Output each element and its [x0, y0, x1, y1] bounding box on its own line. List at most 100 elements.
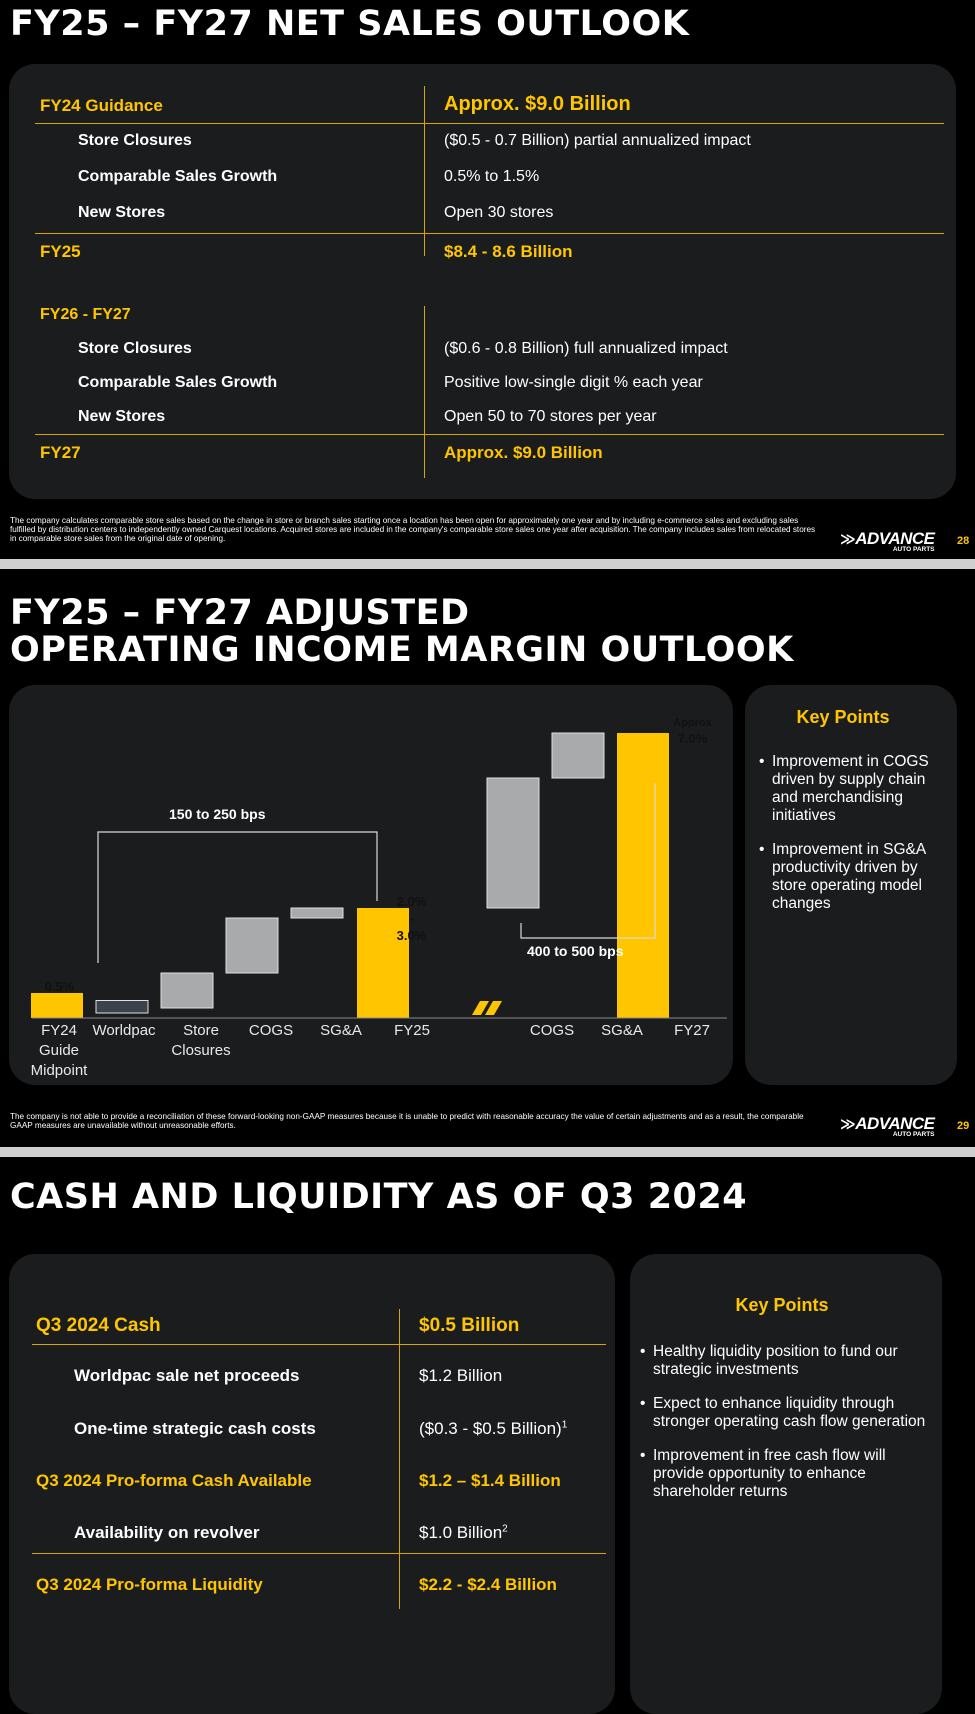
key-points-list: Healthy liquidity position to fund our s…: [640, 1343, 930, 1517]
row-label: Store Closures: [78, 132, 192, 149]
footnote-marker: 1: [561, 1419, 568, 1431]
slide-operating-margin-outlook: FY25 – FY27 ADJUSTED OPERATING INCOME MA…: [0, 569, 975, 1147]
advance-logo: ≫ADVANCE AUTO PARTS: [840, 1114, 935, 1138]
waterfall-chart: [31, 732, 727, 1019]
logo-mark-icon: ≫: [840, 531, 856, 548]
data-label-fy25-line: 3.0%: [396, 928, 427, 943]
page-number: 28: [957, 535, 970, 547]
logo-subtext: AUTO PARTS: [892, 1131, 935, 1138]
bracket1-label: 150 to 250 bps: [169, 806, 266, 822]
logo-text: ADVANCE: [855, 1114, 935, 1133]
logo-mark-icon: ≫: [840, 1116, 856, 1133]
axis-break-icon-part: [485, 1001, 502, 1015]
slide-separator: [0, 559, 975, 569]
footnote-marker: 2: [502, 1523, 508, 1535]
row-label: New Stores: [78, 408, 166, 425]
bracket-150-250: [97, 831, 378, 963]
x-tick-label: FY25: [377, 1021, 447, 1041]
row-divider: [32, 1553, 606, 1554]
row-divider: [35, 123, 944, 124]
data-label-fy27-line: 7.0%: [677, 731, 708, 746]
x-tick-label: SG&A: [587, 1021, 657, 1041]
data-label-fy24-text: 0.5%: [44, 979, 75, 994]
row-label: Worldpac sale net proceeds: [74, 1366, 300, 1385]
bracket-400-500: [520, 783, 656, 939]
row-value: Approx. $9.0 Billion: [444, 443, 603, 462]
row-label: FY26 - FY27: [40, 306, 131, 323]
logo-text: ADVANCE: [855, 529, 935, 548]
row-divider: [35, 233, 944, 234]
key-point-item: Healthy liquidity position to fund our s…: [640, 1343, 930, 1379]
net-sales-panel: FY24 Guidance Approx. $9.0 Billion Store…: [9, 64, 956, 499]
slide-title: FY25 – FY27 NET SALES OUTLOOK: [10, 4, 690, 44]
key-points-panel: Key Points Healthy liquidity position to…: [630, 1254, 942, 1714]
logo-subtext: AUTO PARTS: [892, 546, 935, 553]
row-value: $1.0 Billion2: [419, 1523, 508, 1543]
row-value: 0.5% to 1.5%: [444, 168, 540, 185]
x-tick-label: FY24 Guide Midpoint: [24, 1021, 94, 1081]
data-label-fy25-line: 2.0%: [396, 894, 427, 909]
key-points-title: Key Points: [796, 707, 890, 727]
bar-fy27: [617, 733, 669, 1018]
slide-title-line2: OPERATING INCOME MARGIN OUTLOOK: [10, 630, 794, 670]
x-tick-line: SG&A: [601, 1022, 643, 1039]
slide-separator: [0, 1147, 975, 1157]
row-value: $8.4 - 8.6 Billion: [444, 242, 573, 261]
x-tick-line: COGS: [529, 1022, 575, 1039]
slide-title-line1: FY25 – FY27 ADJUSTED: [10, 593, 470, 633]
x-tick-label: Worldpac: [89, 1021, 159, 1041]
slide-cash-liquidity: CASH AND LIQUIDITY AS OF Q3 2024 Q3 2024…: [0, 1157, 975, 1714]
x-tick-line: COGS: [248, 1022, 294, 1039]
row-label: FY27: [40, 443, 81, 462]
x-tick-label: COGS: [517, 1021, 587, 1041]
row-label: Comparable Sales Growth: [78, 374, 278, 391]
column-divider: [399, 1309, 400, 1609]
row-label: One-time strategic cash costs: [74, 1419, 316, 1438]
row-value-text: $1.0 Billion: [419, 1523, 503, 1542]
page-number: 29: [957, 1120, 970, 1132]
row-label: FY25: [40, 242, 81, 261]
x-tick-label: SG&A: [306, 1021, 376, 1041]
key-point-item: Improvement in free cash flow will provi…: [640, 1447, 930, 1501]
cash-liquidity-panel: Q3 2024 Cash $0.5 Billion Worldpac sale …: [9, 1254, 615, 1714]
key-points-list: Improvement in COGS driven by supply cha…: [759, 753, 949, 929]
data-label-fy27-line: Approx: [673, 717, 712, 729]
data-label-fy25-line: -: [409, 911, 414, 926]
x-tick-line: Midpoint: [30, 1062, 88, 1079]
bar-fy24-guide-midpoint: [31, 993, 83, 1018]
row-value: ($0.5 - 0.7 Billion) partial annualized …: [444, 132, 751, 149]
row-label: Q3 2024 Pro-forma Cash Available: [36, 1471, 312, 1490]
axis-break-icon: [472, 1001, 489, 1015]
x-tick-line: FY25: [394, 1022, 430, 1039]
slide-title: CASH AND LIQUIDITY AS OF Q3 2024: [10, 1177, 748, 1217]
row-label: Store Closures: [78, 340, 192, 357]
key-points-title: Key Points: [735, 1295, 829, 1315]
row-label: FY24 Guidance: [40, 96, 163, 115]
row-value: $0.5 Billion: [419, 1315, 520, 1336]
x-tick-line: Worldpac: [92, 1022, 156, 1039]
x-tick-line: FY27: [674, 1022, 710, 1039]
x-tick-line: Guide: [38, 1042, 80, 1059]
bar-fy25: [357, 908, 409, 1018]
column-divider-gap: [424, 256, 425, 306]
x-tick-line: Closures: [171, 1042, 231, 1059]
row-label: New Stores: [78, 204, 166, 221]
key-point-item: Improvement in COGS driven by supply cha…: [759, 753, 949, 825]
row-label: Availability on revolver: [74, 1523, 260, 1542]
x-tick-line: SG&A: [320, 1022, 362, 1039]
footnote: The company calculates comparable store …: [10, 516, 816, 543]
row-value: $2.2 - $2.4 Billion: [419, 1575, 557, 1594]
row-value: Open 30 stores: [444, 204, 554, 221]
row-value: ($0.6 - 0.8 Billion) full annualized imp…: [444, 340, 728, 357]
data-label-fy25: 2.0% - 3.0%: [384, 893, 439, 944]
row-value-text: ($0.3 - $0.5 Billion): [419, 1419, 562, 1438]
row-value: Positive low-single digit % each year: [444, 374, 703, 391]
bar-store-closures: [160, 972, 214, 1009]
data-label-fy24: 0.5%: [31, 979, 88, 994]
x-tick-line: Store: [183, 1022, 219, 1039]
row-label: Q3 2024 Cash: [36, 1315, 161, 1336]
advance-logo: ≫ADVANCE AUTO PARTS: [840, 529, 935, 553]
bar-sg-a: [551, 732, 605, 779]
bar-cogs: [225, 917, 279, 974]
row-value: ($0.3 - $0.5 Billion)1: [419, 1419, 567, 1439]
